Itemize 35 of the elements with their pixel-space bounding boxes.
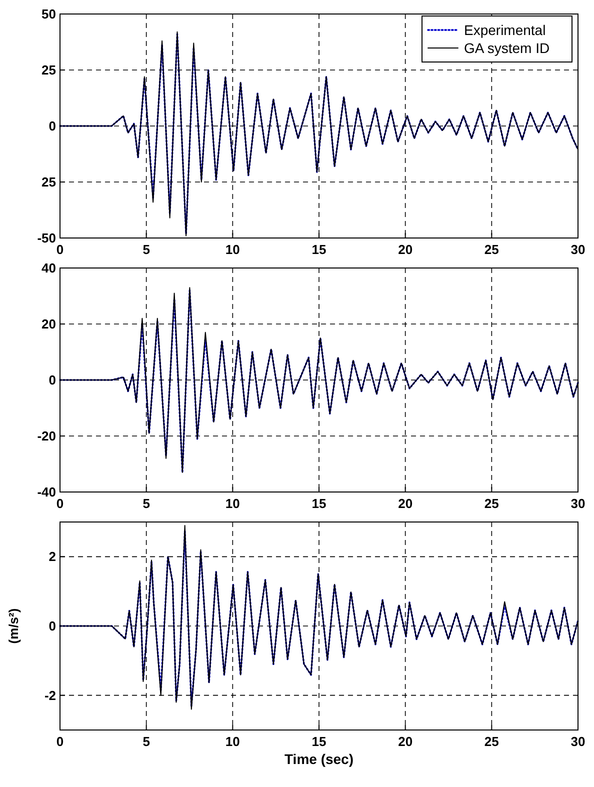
x-tick-label: 15 bbox=[312, 242, 326, 257]
x-tick-label: 20 bbox=[398, 734, 413, 749]
x-tick-label: 10 bbox=[225, 242, 240, 257]
x-tick-label: 5 bbox=[142, 496, 150, 511]
y-axis-title: (m/s²) bbox=[6, 608, 21, 644]
y-tick-label: -2 bbox=[44, 688, 56, 703]
y-tick-label: -40 bbox=[37, 484, 56, 500]
x-tick-label: 10 bbox=[225, 496, 240, 511]
x-tick-label: 5 bbox=[142, 242, 150, 257]
y-tick-label: 25 bbox=[42, 174, 56, 190]
legend-label: Experimental bbox=[464, 22, 546, 38]
x-axis-title: Time (sec) bbox=[284, 751, 354, 767]
y-tick-label: -50 bbox=[37, 230, 56, 246]
x-tick-label: 25 bbox=[484, 734, 499, 749]
legend-label: GA system ID bbox=[464, 40, 550, 56]
x-tick-label: 30 bbox=[570, 734, 586, 749]
x-tick-label: 30 bbox=[570, 496, 586, 511]
x-tick-label: 20 bbox=[398, 496, 413, 511]
x-tick-label: 15 bbox=[312, 734, 326, 749]
x-tick-label: 30 bbox=[570, 242, 586, 257]
y-tick-label: 25 bbox=[42, 62, 56, 78]
x-tick-label: 15 bbox=[312, 496, 326, 511]
y-tick-label: 40 bbox=[42, 260, 56, 276]
y-tick-label: 0 bbox=[48, 118, 56, 134]
y-tick-label: 0 bbox=[48, 618, 56, 634]
x-tick-label: 10 bbox=[225, 734, 240, 749]
x-tick-label: 20 bbox=[398, 242, 413, 257]
y-tick-label: 20 bbox=[42, 316, 56, 332]
x-tick-label: 25 bbox=[484, 242, 499, 257]
y-tick-label: 50 bbox=[42, 6, 56, 22]
x-tick-label: 5 bbox=[142, 734, 150, 749]
y-tick-label: 2 bbox=[48, 549, 56, 564]
y-tick-label: 0 bbox=[48, 372, 56, 388]
y-tick-label: -20 bbox=[37, 428, 56, 444]
x-tick-label: 25 bbox=[484, 496, 499, 511]
